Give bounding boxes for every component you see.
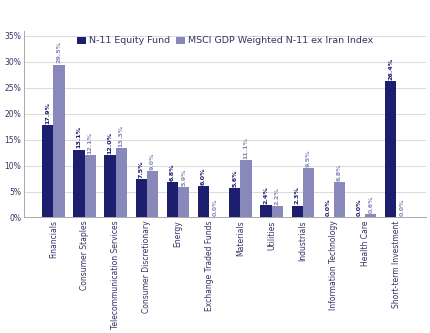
Bar xyxy=(42,125,53,217)
Text: 2.3%: 2.3% xyxy=(295,186,300,204)
Text: 9.0%: 9.0% xyxy=(150,152,155,170)
Text: 12.0%: 12.0% xyxy=(108,132,113,154)
Bar xyxy=(147,171,158,217)
Bar xyxy=(261,205,272,217)
Bar xyxy=(135,178,147,217)
Bar xyxy=(85,155,96,217)
Text: 6.8%: 6.8% xyxy=(170,164,175,181)
Text: 12.1%: 12.1% xyxy=(88,132,92,154)
Text: 26.4%: 26.4% xyxy=(388,57,393,80)
Text: 9.5%: 9.5% xyxy=(306,150,311,167)
Text: 2.2%: 2.2% xyxy=(275,187,280,205)
Text: 29.5%: 29.5% xyxy=(56,41,61,64)
Text: 13.1%: 13.1% xyxy=(77,126,81,149)
Bar xyxy=(385,81,396,217)
Text: 13.3%: 13.3% xyxy=(119,125,124,148)
Text: 6.8%: 6.8% xyxy=(337,164,342,181)
Text: 2.4%: 2.4% xyxy=(264,186,268,204)
Bar xyxy=(116,149,127,217)
Text: 6.0%: 6.0% xyxy=(201,167,206,185)
Text: 0.0%: 0.0% xyxy=(399,198,405,216)
Bar xyxy=(73,150,85,217)
Bar xyxy=(167,182,178,217)
Text: 11.1%: 11.1% xyxy=(243,137,249,159)
Bar xyxy=(272,206,283,217)
Bar xyxy=(104,155,116,217)
Bar xyxy=(292,205,303,217)
Text: 7.5%: 7.5% xyxy=(139,160,144,177)
Legend: N-11 Equity Fund, MSCI GDP Weighted N-11 ex Iran Index: N-11 Equity Fund, MSCI GDP Weighted N-11… xyxy=(76,36,374,46)
Bar xyxy=(303,168,314,217)
Text: 0.6%: 0.6% xyxy=(368,196,373,213)
Bar xyxy=(178,187,189,217)
Text: 0.0%: 0.0% xyxy=(357,198,362,216)
Text: 17.9%: 17.9% xyxy=(45,102,50,124)
Text: 0.0%: 0.0% xyxy=(326,198,331,216)
Bar xyxy=(229,188,240,217)
Bar xyxy=(365,214,376,217)
Text: 0.0%: 0.0% xyxy=(212,198,217,216)
Text: 5.6%: 5.6% xyxy=(232,170,237,187)
Bar xyxy=(198,186,209,217)
Bar xyxy=(53,65,64,217)
Bar xyxy=(334,182,345,217)
Bar xyxy=(240,160,252,217)
Text: 5.9%: 5.9% xyxy=(181,168,186,186)
